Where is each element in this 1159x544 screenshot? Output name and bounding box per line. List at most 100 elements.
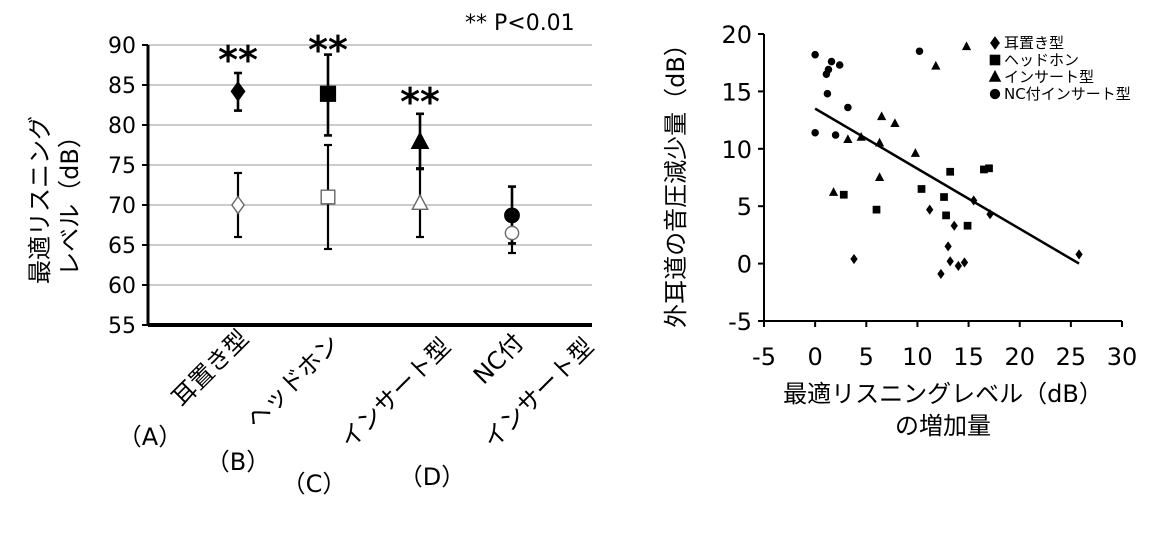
scatter-point-circle (831, 131, 840, 139)
legend-marker-diamond (990, 36, 1000, 50)
right-y-tick-label: -5 (728, 308, 752, 336)
scatter-point-diamond (937, 268, 945, 279)
scatter-point-diamond (954, 260, 962, 271)
legend-marker-circle (989, 88, 1001, 100)
category-name: ヘッドホン (241, 329, 346, 434)
legend-label: ヘッドホン (1004, 51, 1079, 69)
right-x-tick-label: 25 (1056, 343, 1087, 371)
left-y-tick-label: 55 (108, 314, 136, 339)
right-x-tick-labels: -5 0 5 10 15 20 25 30 (752, 321, 1137, 371)
mean-marker-circle (504, 225, 520, 241)
left-y-label-line-2: レベル（dB） (56, 124, 84, 276)
trendline (814, 107, 1080, 265)
errorbar-chart: 55 60 65 70 75 80 85 90 ** P<0.01 最適リスニング レベル（d… (26, 11, 599, 498)
scatter-point-diamond (944, 241, 952, 252)
scatter-point-circle (811, 128, 819, 137)
scatter-point-triangle (890, 118, 900, 127)
scatter-point-diamond (926, 204, 934, 215)
scatter-point-square (839, 190, 848, 199)
scatter-point-diamond (986, 209, 994, 220)
scatter-point-diamond (970, 195, 978, 206)
left-y-tick-label: 70 (108, 194, 136, 219)
right-y-tick-label: 15 (721, 78, 752, 106)
left-gridlines (142, 44, 592, 326)
significance-note: ** P<0.01 (465, 11, 575, 36)
left-y-tick-label: 65 (108, 234, 136, 259)
left-y-tick-label: 80 (108, 114, 136, 139)
right-x-tick-label: 5 (859, 343, 874, 371)
mean-marker-triangle (411, 193, 429, 211)
scatter-point-triangle (843, 134, 853, 144)
left-y-tick-label: 90 (108, 34, 136, 59)
scatter-point-triangle (910, 148, 920, 157)
scatter-point-circle (844, 103, 852, 112)
mean-markers (230, 81, 520, 241)
mean-marker-circle (504, 207, 520, 224)
right-x-tick-label: 30 (1107, 343, 1138, 371)
scatter-point-triangle (874, 172, 885, 181)
right-y-tick-label: 10 (721, 136, 752, 164)
right-x-label-line-2: の増加量 (895, 412, 991, 440)
right-y-label: 外耳道の音圧減少量（dB） (662, 32, 690, 328)
mean-marker-diamond (230, 81, 246, 102)
scatter-point-diamond (950, 220, 958, 231)
scatter-point-square (942, 211, 950, 220)
left-y-tick-label: 60 (108, 274, 136, 299)
left-y-label-line-1: 最適リスニング (26, 116, 54, 284)
legend-marker-square (989, 54, 1001, 66)
legend-label: インサート型 (1004, 68, 1094, 86)
scatter-point-circle (835, 61, 844, 69)
scatter-point-square (940, 193, 948, 201)
category-name: 耳置き型 (167, 324, 255, 412)
legend-label: NC付インサート型 (1004, 85, 1131, 103)
scatter-point-triangle (828, 187, 839, 196)
right-x-tick-label: 15 (953, 343, 984, 371)
scatter-point-diamond (850, 253, 858, 265)
mean-marker-square (320, 189, 336, 205)
scatter-point-diamond (960, 257, 969, 268)
scatter-chart: -5 0 5 10 15 20 -5 0 5 10 15 20 25 30 耳置き型ヘッドホンインサート… (662, 21, 1137, 440)
right-x-label-line-1: 最適リスニングレベル（dB） (783, 380, 1103, 408)
significance-star: ** (218, 38, 258, 82)
right-y-tick-label: 5 (737, 193, 752, 221)
mean-marker-square (319, 85, 337, 102)
scatter-point-diamond (946, 256, 954, 267)
right-y-tick-label: 0 (737, 251, 752, 279)
legend-label: 耳置き型 (1004, 34, 1064, 52)
right-x-tick-label: 10 (902, 343, 933, 371)
left-y-tick-labels: 55 60 65 70 75 80 85 90 (108, 34, 136, 339)
scatter-point-triangle (931, 60, 941, 70)
scatter-point-square (985, 164, 993, 173)
scatter-point-triangle (874, 137, 885, 147)
category-labels: 耳置き型（A）ヘッドホン（B）インサート型（C）NC付インサート型（D） (118, 324, 599, 498)
category-letter: （C） (282, 470, 347, 498)
right-x-tick-label: 20 (1004, 343, 1035, 371)
error-bars (234, 53, 516, 255)
scatter-point-square (946, 167, 955, 176)
scatter-point-diamond (1075, 249, 1083, 260)
right-x-tick-label: -5 (752, 343, 776, 371)
scatter-point-circle (811, 50, 819, 59)
scatter-point-square (963, 221, 972, 230)
trendline-group (814, 107, 1080, 265)
scatter-point-triangle (961, 41, 972, 51)
scatter-point-square (872, 205, 881, 214)
category-letter: （B） (206, 448, 270, 476)
scatter-point-circle (827, 57, 836, 66)
scatter-point-triangle (877, 111, 887, 121)
category-name: インサート型 (335, 332, 457, 454)
scatter-point-circle (824, 65, 833, 74)
category-letter: （D） (399, 463, 465, 491)
mean-marker-triangle (410, 131, 430, 149)
category-name: NC付 (468, 328, 529, 389)
left-y-tick-label: 75 (108, 154, 136, 179)
legend-marker-triangle (988, 69, 1002, 82)
category-letter: （A） (118, 423, 182, 451)
scatter-point-circle (823, 89, 832, 98)
significance-stars: ** ** ** (218, 28, 440, 124)
right-x-tick-label: 0 (808, 343, 823, 371)
scatter-point-square (917, 185, 926, 193)
significance-star: ** (308, 28, 348, 72)
scatter-point-circle (915, 47, 924, 55)
